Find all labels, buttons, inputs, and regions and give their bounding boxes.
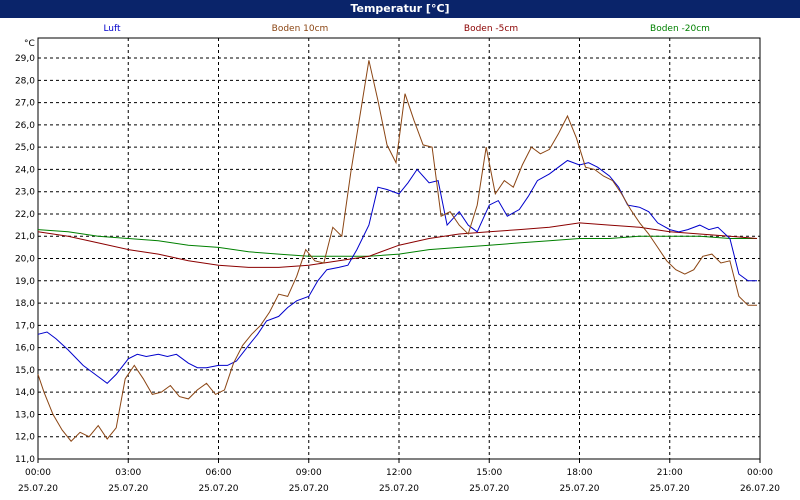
y-tick-label: 18,0 bbox=[15, 299, 35, 309]
x-tick-date: 25.07.20 bbox=[198, 484, 238, 494]
x-tick-date: 25.07.20 bbox=[469, 484, 509, 494]
x-tick-time: 00:00 bbox=[25, 468, 51, 478]
y-tick-label: 12,0 bbox=[15, 433, 35, 443]
y-tick-label: 28,0 bbox=[15, 76, 35, 86]
x-tick-date: 25.07.20 bbox=[18, 484, 58, 494]
y-tick-label: 20,0 bbox=[15, 255, 35, 265]
legend-boden-20cm: Boden -20cm bbox=[650, 24, 710, 34]
y-tick-label: 23,0 bbox=[15, 188, 35, 198]
x-tick-time: 15:00 bbox=[476, 468, 502, 478]
x-tick-time: 00:00 bbox=[747, 468, 773, 478]
y-tick-label: 25,0 bbox=[15, 143, 35, 153]
series-boden-20cm-line bbox=[37, 229, 757, 257]
x-tick-time: 21:00 bbox=[657, 468, 683, 478]
y-tick-label: 29,0 bbox=[15, 54, 35, 64]
x-tick-date: 25.07.20 bbox=[108, 484, 148, 494]
y-tick-label: 13,0 bbox=[15, 410, 35, 420]
legend-boden-10cm: Boden 10cm bbox=[272, 24, 329, 34]
y-tick-label: 11,0 bbox=[15, 455, 35, 465]
x-tick-time: 03:00 bbox=[115, 468, 141, 478]
y-tick-label: 19,0 bbox=[15, 277, 35, 287]
x-tick-time: 18:00 bbox=[567, 468, 593, 478]
x-tick-time: 12:00 bbox=[386, 468, 412, 478]
series-luft-line bbox=[37, 159, 757, 384]
x-tick-date: 26.07.20 bbox=[740, 484, 780, 494]
window-title: Temperatur [°C] bbox=[0, 0, 800, 18]
y-tick-label: 26,0 bbox=[15, 121, 35, 131]
chart: 11,0 12,0 13,0 14,0 15,0 16,0 17,0 18,0 19,0 20,0… bbox=[15, 24, 780, 494]
legend-boden-5cm: Boden -5cm bbox=[464, 24, 518, 34]
x-tick-time: 09:00 bbox=[296, 468, 322, 478]
series-boden-5cm-line bbox=[37, 222, 758, 268]
y-tick-label: 24,0 bbox=[15, 165, 35, 175]
x-tick-date: 25.07.20 bbox=[650, 484, 690, 494]
x-tick-date: 25.07.20 bbox=[289, 484, 329, 494]
x-tick-date: 25.07.20 bbox=[379, 484, 419, 494]
y-tick-label: 16,0 bbox=[15, 344, 35, 354]
y-tick-label: 14,0 bbox=[15, 388, 35, 398]
series-boden-10cm-line bbox=[37, 60, 757, 442]
y-tick-label: 21,0 bbox=[15, 232, 35, 242]
x-tick-time: 06:00 bbox=[206, 468, 232, 478]
y-tick-label: 17,0 bbox=[15, 321, 35, 331]
y-tick-label: 22,0 bbox=[15, 210, 35, 220]
y-tick-label: 27,0 bbox=[15, 99, 35, 109]
y-tick-label: 15,0 bbox=[15, 366, 35, 376]
y-axis-unit: °C bbox=[24, 39, 35, 49]
legend-luft: Luft bbox=[103, 24, 121, 34]
x-tick-date: 25.07.20 bbox=[559, 484, 599, 494]
